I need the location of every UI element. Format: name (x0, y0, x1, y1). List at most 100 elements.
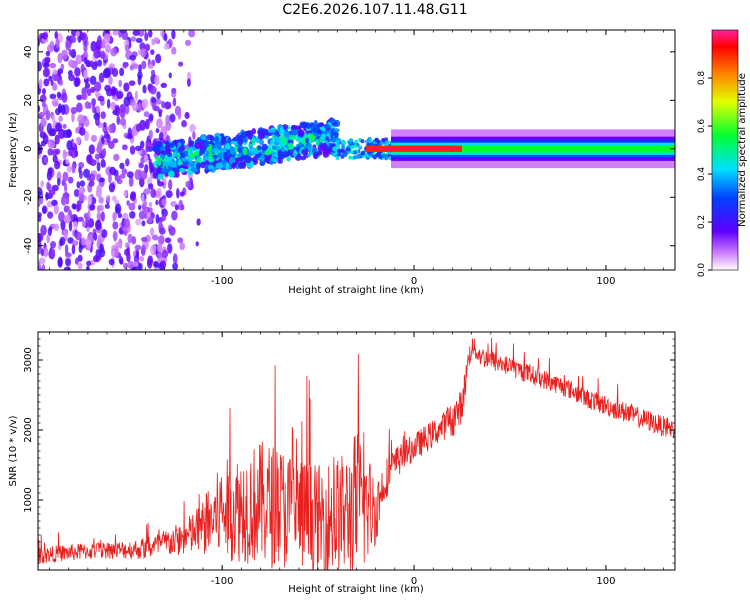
noise-cell (67, 69, 73, 77)
noise-cell (141, 60, 147, 70)
band-cell (333, 128, 340, 133)
noise-cell (83, 168, 91, 178)
noise-cell (119, 107, 126, 119)
noise-cell (62, 171, 69, 182)
noise-cell (108, 124, 115, 134)
noise-cell (68, 48, 72, 56)
band-cell (324, 124, 331, 129)
noise-cell (112, 30, 120, 36)
noise-cell (42, 246, 49, 258)
noise-cell (81, 32, 86, 40)
band-cell (200, 135, 207, 141)
noise-cell (40, 248, 45, 257)
noise-cell (164, 101, 172, 110)
noise-cell (158, 111, 162, 118)
band-cell (301, 149, 307, 155)
noise-cell (117, 212, 123, 219)
noise-cell (62, 129, 69, 139)
noise-cell (165, 190, 173, 199)
noise-cell (119, 162, 125, 170)
band-cell (287, 142, 294, 150)
noise-cell (171, 46, 177, 55)
noise-cell (108, 182, 116, 193)
noise-cell (158, 132, 164, 141)
noise-cell (95, 188, 102, 198)
noise-cell (76, 200, 82, 212)
noise-cell (106, 98, 111, 109)
noise-cell (98, 72, 105, 83)
band-cell (160, 146, 166, 151)
band-cell (215, 162, 224, 170)
noise-cell (79, 180, 86, 187)
noise-cell (118, 227, 124, 235)
noise-cell (49, 142, 56, 148)
noise-cell (140, 244, 146, 256)
noise-cell (129, 193, 136, 201)
noise-cell (142, 84, 147, 94)
noise-cell (161, 250, 169, 259)
noise-cell (138, 64, 142, 74)
noise-cell (86, 226, 90, 233)
noise-cell (102, 161, 106, 168)
band-cell (316, 122, 324, 128)
noise-cell (52, 154, 58, 163)
noise-cell (134, 90, 139, 101)
band-cell (354, 139, 359, 144)
noise-cell (66, 165, 72, 173)
noise-cell (38, 36, 41, 47)
noise-cell (87, 210, 91, 221)
noise-cell (96, 211, 102, 222)
band-cell (232, 137, 240, 142)
noise-cell (143, 199, 147, 208)
noise-cell (71, 163, 76, 174)
noise-cell (104, 84, 111, 92)
noise-cell (142, 207, 147, 215)
band-cell (376, 139, 381, 144)
noise-cell (65, 196, 70, 205)
noise-cell (148, 129, 153, 140)
noise-cell (81, 236, 86, 246)
noise-cell (146, 257, 153, 269)
band-cell (356, 155, 361, 160)
snr-y-axis-label: SNR (10 * v/v) (8, 415, 19, 486)
noise-cell (54, 160, 61, 170)
noise-cell (153, 37, 160, 44)
band-cell (378, 155, 383, 160)
noise-cell (112, 221, 119, 230)
noise-cell (96, 35, 102, 46)
band-cell (160, 167, 168, 174)
noise-cell (184, 111, 190, 120)
noise-cell (88, 144, 95, 155)
noise-cell (141, 220, 146, 227)
noise-cell (62, 149, 67, 161)
band-cell (153, 160, 158, 167)
y-tick-label: 0 (23, 146, 34, 152)
noise-cell (158, 227, 166, 235)
band-cell (257, 128, 265, 136)
noise-cell (103, 33, 111, 44)
band-cell (259, 138, 264, 146)
noise-cell (109, 166, 117, 176)
band-cell (211, 147, 219, 153)
band-cell (315, 138, 320, 147)
noise-cell (129, 145, 136, 155)
noise-cell (126, 252, 131, 262)
noise-cell (61, 49, 68, 61)
noise-cell (172, 253, 178, 264)
noise-cell (141, 98, 149, 109)
noise-cell (55, 38, 60, 49)
noise-cell (161, 100, 166, 109)
band-cell (164, 144, 170, 151)
band-cell (169, 142, 175, 149)
noise-cell (139, 256, 145, 262)
y-tick-label: -40 (23, 238, 34, 254)
band-cell (337, 152, 342, 157)
noise-cell (50, 128, 57, 137)
noise-cell (67, 176, 74, 184)
noise-cell (171, 210, 178, 221)
noise-cell (140, 236, 148, 243)
x-tick-label: -100 (211, 276, 234, 287)
noise-cell (124, 242, 130, 249)
noise-cell (176, 188, 180, 199)
noise-cell (96, 220, 101, 229)
